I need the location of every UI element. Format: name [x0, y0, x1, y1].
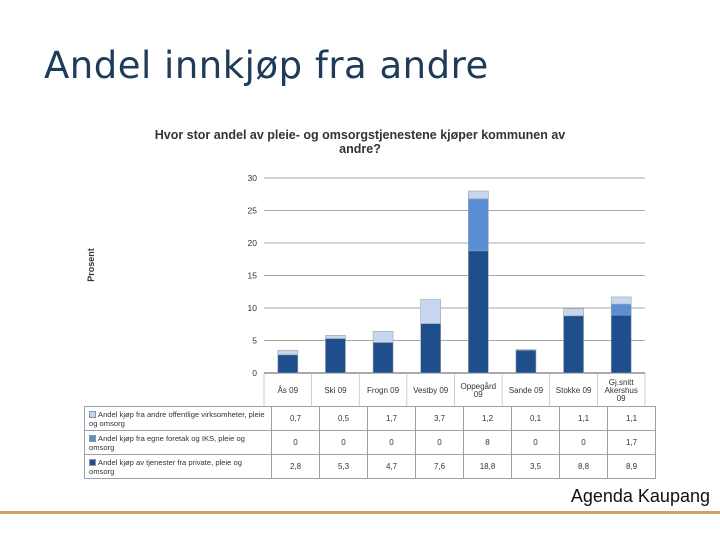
table-cell: 5,3 — [319, 454, 368, 479]
x-tick-label: Stokke 09 — [556, 386, 592, 395]
legend-label: Andel kjøp av tjenester fra private, ple… — [89, 457, 242, 476]
table-cell: 8,8 — [559, 454, 608, 479]
y-tick-label: 30 — [248, 173, 258, 183]
bar-segment — [610, 296, 632, 305]
table-cell: 1,7 — [367, 406, 416, 431]
y-tick-label: 10 — [248, 303, 258, 313]
table-cell: 8 — [463, 430, 512, 455]
bar-segment — [277, 349, 299, 356]
x-tick-label: Gj.snitt — [609, 378, 635, 387]
bar-segment — [563, 308, 584, 317]
bar-segment — [420, 299, 441, 324]
legend-swatch — [89, 435, 96, 442]
table-cell: 0,5 — [319, 406, 368, 431]
legend-label: Andel kjøp fra andre offentlige virksomh… — [89, 409, 265, 428]
x-tick-label: Akershus — [605, 386, 638, 395]
table-row: Andel kjøp fra andre offentlige virksomh… — [84, 406, 656, 431]
x-tick-label: Ås 09 — [278, 386, 299, 395]
legend-label: Andel kjøp fra egne foretak og IKS, plei… — [89, 433, 245, 452]
table-row: Andel kjøp fra egne foretak og IKS, plei… — [84, 430, 656, 455]
bar-segment — [277, 354, 299, 374]
table-cell: 1,1 — [559, 406, 608, 431]
x-tick-label: 09 — [617, 394, 626, 403]
x-tick-label: Sande 09 — [509, 386, 544, 395]
legend-swatch — [89, 459, 96, 466]
chart-title: Hvor stor andel av pleie- og omsorgstjen… — [154, 128, 566, 156]
table-cell: 7,6 — [415, 454, 464, 479]
table-cell: 0 — [415, 430, 464, 455]
table-cell: 2,8 — [271, 454, 320, 479]
table-cell: 0 — [559, 430, 608, 455]
table-cell: 8,9 — [607, 454, 656, 479]
legend-entry: Andel kjøp fra egne foretak og IKS, plei… — [84, 430, 272, 455]
bar-segment — [610, 314, 632, 374]
data-table: Andel kjøp fra andre offentlige virksomh… — [84, 406, 656, 479]
table-cell: 1,2 — [463, 406, 512, 431]
brand-name: Agenda Kaupang — [570, 486, 710, 506]
table-cell: 1,1 — [607, 406, 656, 431]
table-cell: 1,7 — [607, 430, 656, 455]
legend-entry: Andel kjøp fra andre offentlige virksomh… — [84, 406, 272, 431]
bar-segment — [468, 250, 489, 374]
x-tick-label: 09 — [474, 390, 483, 399]
y-tick-label: 15 — [248, 271, 258, 281]
y-axis-label: Prosent — [86, 248, 96, 282]
table-cell: 4,7 — [367, 454, 416, 479]
table-cell: 3,5 — [511, 454, 560, 479]
bar-segment — [372, 342, 394, 374]
legend-swatch — [89, 411, 96, 418]
slide-title: Andel innkjøp fra andre — [44, 44, 489, 87]
x-tick-label: Frogn 09 — [367, 386, 400, 395]
y-tick-label: 5 — [252, 336, 257, 346]
bar-segment — [610, 303, 632, 316]
bar-segment — [325, 334, 346, 339]
bar-segment — [372, 331, 394, 343]
bar-segment — [515, 349, 537, 374]
y-tick-label: 0 — [252, 368, 257, 378]
bar-segment — [420, 323, 441, 374]
table-cell: 0 — [319, 430, 368, 455]
table-cell: 0 — [271, 430, 320, 455]
bar-segment — [325, 338, 346, 374]
x-tick-label: Vestby 09 — [413, 386, 449, 395]
table-cell: 0 — [511, 430, 560, 455]
table-cell: 0,7 — [271, 406, 320, 431]
table-cell: 18,8 — [463, 454, 512, 479]
x-tick-label: Ski 09 — [324, 386, 347, 395]
x-tick-label: Oppegård — [461, 382, 497, 391]
table-row: Andel kjøp av tjenester fra private, ple… — [84, 454, 656, 479]
table-cell: 0 — [367, 430, 416, 455]
legend-entry: Andel kjøp av tjenester fra private, ple… — [84, 454, 272, 479]
footer-divider — [0, 511, 720, 514]
bar-segment — [563, 315, 584, 374]
y-tick-label: 25 — [248, 206, 258, 216]
table-cell: 0,1 — [511, 406, 560, 431]
bar-segment — [468, 190, 489, 200]
bar-segment — [515, 349, 537, 351]
bar-segment — [468, 198, 489, 252]
table-cell: 3,7 — [415, 406, 464, 431]
y-tick-label: 20 — [248, 238, 258, 248]
